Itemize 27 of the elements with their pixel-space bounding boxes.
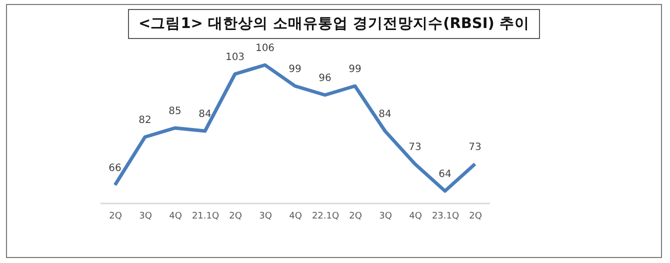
data-label: 106 — [255, 43, 275, 54]
x-tick-label: 23.1Q — [432, 212, 460, 222]
data-label: 96 — [318, 73, 332, 84]
x-tick-label: 2Q — [229, 212, 242, 222]
x-tick-label: 4Q — [409, 212, 422, 222]
x-tick-label: 21.1Q — [192, 212, 220, 222]
x-tick-label: 4Q — [169, 212, 182, 222]
data-label: 85 — [168, 106, 182, 117]
data-label: 99 — [348, 64, 362, 75]
chart-title: <그림1> 대한상의 소매유통업 경기전망지수(RBSI) 추이 — [128, 9, 540, 39]
data-label: 99 — [288, 64, 302, 75]
x-tick-label: 3Q — [139, 212, 152, 222]
data-label: 73 — [468, 142, 482, 153]
x-tick-label: 3Q — [259, 212, 272, 222]
data-label: 84 — [198, 109, 212, 120]
data-label: 66 — [108, 163, 122, 174]
x-tick-label: 4Q — [289, 212, 302, 222]
data-label: 82 — [138, 115, 152, 126]
data-label: 73 — [408, 142, 422, 153]
x-tick-label: 2Q — [109, 212, 122, 222]
x-tick-label: 2Q — [349, 212, 362, 222]
data-label: 84 — [378, 109, 392, 120]
data-label: 103 — [225, 52, 245, 63]
x-tick-label: 22.1Q — [312, 212, 340, 222]
x-tick-label: 2Q — [469, 212, 482, 222]
x-tick-label: 3Q — [379, 212, 392, 222]
data-label: 64 — [438, 169, 452, 180]
